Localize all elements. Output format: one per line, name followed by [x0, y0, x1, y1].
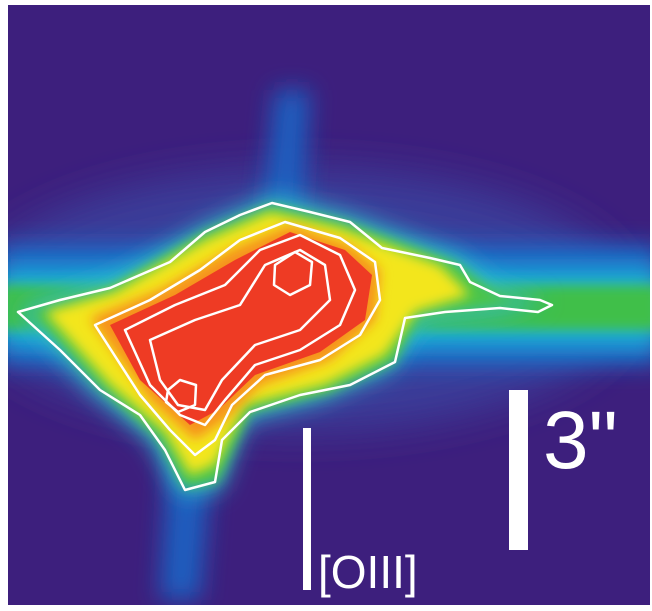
line-marker: [303, 428, 311, 590]
image-field: [0, 5, 652, 605]
scale-label: 3": [543, 395, 618, 486]
scale-bar: [509, 390, 528, 550]
page: [OIII] 3" (() => { const data = JSON.par…: [0, 0, 652, 611]
line-label: [OIII]: [318, 546, 418, 598]
emission-map: [OIII] 3": [0, 0, 652, 611]
